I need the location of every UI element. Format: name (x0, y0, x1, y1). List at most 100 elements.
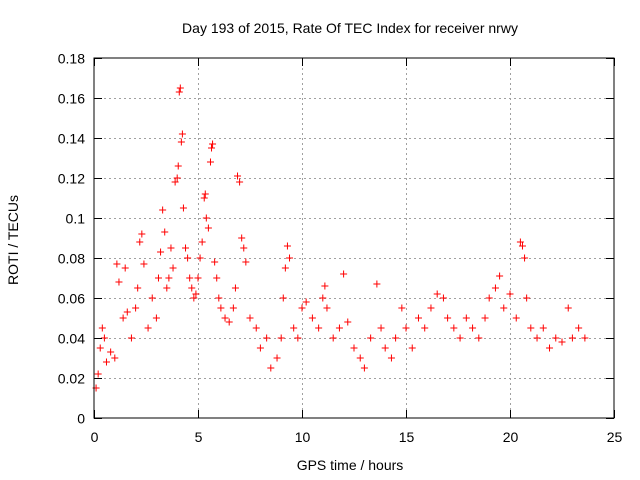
data-point (475, 334, 483, 342)
data-point (367, 334, 375, 342)
data-point (177, 138, 185, 146)
data-point (421, 324, 429, 332)
data-point (196, 254, 204, 262)
data-point (398, 304, 406, 312)
data-point (167, 244, 175, 252)
y-tick-label: 0.02 (58, 371, 85, 387)
y-tick-label: 0.04 (58, 331, 85, 347)
data-point (373, 280, 381, 288)
data-point (335, 324, 343, 332)
data-point (161, 228, 169, 236)
data-point (433, 290, 441, 298)
data-point (190, 294, 198, 302)
data-point (178, 130, 186, 138)
data-point (456, 334, 464, 342)
data-point (136, 238, 144, 246)
data-point (138, 230, 146, 238)
data-point (281, 264, 289, 272)
data-point (202, 214, 210, 222)
data-point (94, 370, 102, 378)
data-point (329, 334, 337, 342)
data-point (234, 172, 242, 180)
x-tick-label: 5 (195, 429, 203, 445)
y-tick-label: 0.18 (58, 51, 85, 67)
data-point (107, 348, 115, 356)
data-point (298, 304, 306, 312)
y-tick-label: 0.08 (58, 251, 85, 267)
data-point (427, 304, 435, 312)
data-point (173, 174, 181, 182)
x-tick-label: 15 (399, 429, 415, 445)
data-point (491, 284, 499, 292)
data-point (546, 344, 554, 352)
data-point (127, 334, 135, 342)
data-point (148, 294, 156, 302)
data-point (462, 314, 470, 322)
data-point (283, 242, 291, 250)
axes: 0 0.02 0.04 0.06 0.08 0.1 0.12 0.14 0.16 0.18 0 5 10… (58, 51, 623, 446)
data-point (246, 314, 254, 322)
data-point (211, 258, 219, 266)
data-point (174, 162, 182, 170)
data-point (350, 344, 358, 352)
data-point (392, 334, 400, 342)
data-point (215, 294, 223, 302)
y-tick-label: 0 (77, 411, 85, 427)
plot-frame (93, 57, 615, 419)
x-tick-label: 0 (91, 429, 99, 445)
data-point (302, 298, 310, 306)
data-point (102, 358, 110, 366)
data-point (98, 324, 106, 332)
grid (94, 58, 614, 418)
data-point (523, 294, 531, 302)
data-point (206, 158, 214, 166)
data-point (176, 84, 184, 92)
data-point (552, 334, 560, 342)
data-point (217, 304, 225, 312)
data-point (496, 272, 504, 280)
data-point (263, 334, 271, 342)
data-point (500, 304, 508, 312)
data-point (315, 324, 323, 332)
data-point (539, 324, 547, 332)
data-point (132, 304, 140, 312)
data-point (159, 206, 167, 214)
data-point (527, 324, 535, 332)
data-point (123, 308, 131, 316)
x-tick-label: 20 (503, 429, 519, 445)
data-point (319, 294, 327, 302)
data-point (171, 178, 179, 186)
data-point (558, 338, 566, 346)
x-axis-label: GPS time / hours (297, 457, 404, 473)
data-point (564, 304, 572, 312)
data-point (165, 274, 173, 282)
data-point (512, 314, 520, 322)
data-point (294, 334, 302, 342)
data-point (229, 304, 237, 312)
data-point (252, 324, 260, 332)
data-point (179, 204, 187, 212)
data-point (144, 324, 152, 332)
data-point (444, 314, 452, 322)
data-point (387, 354, 395, 362)
data-point (568, 334, 576, 342)
data-point (356, 354, 364, 362)
data-point (238, 234, 246, 242)
data-point (186, 274, 194, 282)
data-point (381, 344, 389, 352)
data-point (182, 244, 190, 252)
data-point (256, 344, 264, 352)
data-point (267, 364, 275, 372)
data-point (290, 324, 298, 332)
y-axis-label: ROTI / TECUs (5, 195, 21, 285)
data-point (321, 282, 329, 290)
data-point (198, 238, 206, 246)
y-tick-label: 0.1 (66, 211, 86, 227)
data-point (121, 264, 129, 272)
data-point (414, 314, 422, 322)
data-point (96, 344, 104, 352)
data-point (192, 290, 200, 298)
data-point (157, 248, 165, 256)
data-point (221, 314, 229, 322)
data-point (377, 324, 385, 332)
